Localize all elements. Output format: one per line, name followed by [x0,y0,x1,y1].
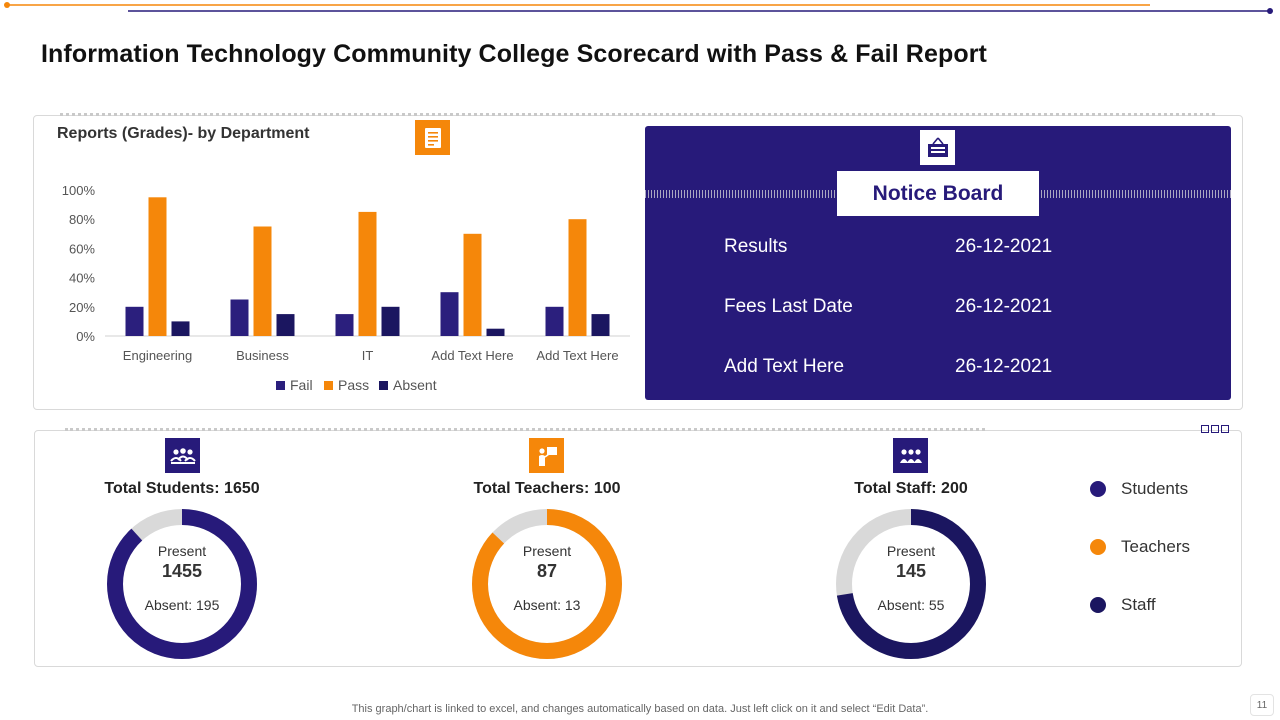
report-document-icon [415,120,450,155]
teachers-donut-center: Present 87 Absent: 13 [514,543,581,613]
bar-pass[interactable] [568,219,587,336]
teacher-icon [529,438,564,473]
bottom-panel-dotted-border [65,428,985,432]
x-category-label: Business [236,348,289,363]
notice-board-icon [920,130,955,165]
x-category-label: Add Text Here [431,348,513,363]
students-donut-center: Present 1455 Absent: 195 [145,543,220,613]
top-decorative-lines [4,2,1273,14]
legend-label: Teachers [1121,537,1190,556]
staff-icon [893,438,928,473]
y-tick-label: 100% [62,183,96,198]
x-category-label: Add Text Here [536,348,618,363]
legend-swatch-icon [324,381,333,390]
x-category-label: Engineering [123,348,192,363]
notice-row-label: Results [724,236,788,257]
students-icon [165,438,200,473]
present-label: Present [522,543,572,559]
notice-row-date: 26-12-2021 [955,296,1053,317]
students-donut-chart [107,509,257,659]
legend-item-teachers: Teachers [1090,537,1190,557]
staff-donut-center: Present 145 Absent: 55 [878,543,945,613]
notice-row-label: Fees Last Date [724,296,853,317]
y-tick-label: 0% [76,329,95,344]
donut-present-arc [836,509,986,659]
bar-absent[interactable] [276,314,295,336]
legend-swatch-icon [276,381,285,390]
notice-board: Notice Board Results 26-12-2021 Fees Las… [645,126,1231,400]
present-label: Present [157,543,207,559]
footer-note: This graph/chart is linked to excel, and… [351,703,929,715]
notice-row-label: Add Text Here [724,356,845,377]
absent-label: Absent: 13 [513,597,581,613]
absent-label: Absent: 55 [877,597,945,613]
staff-donut-chart [836,509,986,659]
bar-fail[interactable] [230,299,249,337]
bar-pass[interactable] [463,233,482,336]
page-number: 11 [1250,694,1274,716]
bar-fail[interactable] [545,306,564,336]
bar-absent[interactable] [171,321,190,336]
bar-absent[interactable] [381,306,400,336]
y-tick-label: 40% [69,271,95,286]
legend-dot-icon [1090,597,1106,613]
present-label: Present [886,543,936,559]
chart-legend-label: Fail [290,377,313,393]
legend-swatch-icon [379,381,388,390]
total-teachers-title: Total Teachers: 100 [473,480,621,497]
x-category-label: IT [362,348,374,363]
bar-pass[interactable] [358,211,377,336]
bar-pass[interactable] [253,226,272,337]
donut-present-arc [107,509,257,659]
department-bar-chart[interactable]: 0% 20% 40% 60% 80% 100% Engineering Business IT A… [45,175,645,405]
absent-label: Absent: 195 [144,597,220,613]
legend-item-students: Students [1090,479,1188,499]
total-staff-title: Total Staff: 200 [854,480,968,497]
chart-legend-label: Pass [338,377,369,393]
legend-item-staff: Staff [1090,595,1156,615]
y-tick-label: 20% [69,300,95,315]
donut-present-arc [472,509,622,659]
legend-label: Staff [1121,595,1156,614]
teachers-donut-chart [472,509,622,659]
present-value: 145 [895,561,927,581]
bar-fail[interactable] [125,306,144,336]
page-title: Information Technology Community College… [41,40,987,68]
top-panel-dotted-border [60,113,1215,117]
bar-absent[interactable] [591,314,610,336]
bar-fail[interactable] [335,314,354,336]
y-tick-label: 80% [69,212,95,227]
chart-title: Reports (Grades)- by Department [57,125,310,142]
notice-board-title: Notice Board [837,171,1039,216]
present-value: 1455 [161,561,203,581]
legend-dot-icon [1090,539,1106,555]
decorative-squares [1201,425,1229,433]
bar-pass[interactable] [148,197,167,336]
bar-fail[interactable] [440,292,459,336]
total-students-title: Total Students: 1650 [104,480,260,497]
y-tick-label: 60% [69,241,95,256]
bar-absent[interactable] [486,328,505,336]
legend-dot-icon [1090,481,1106,497]
present-value: 87 [536,561,558,581]
chart-legend-label: Absent [393,377,437,393]
legend-label: Students [1121,479,1189,498]
notice-row-date: 26-12-2021 [955,236,1053,257]
notice-row-date: 26-12-2021 [955,356,1053,377]
